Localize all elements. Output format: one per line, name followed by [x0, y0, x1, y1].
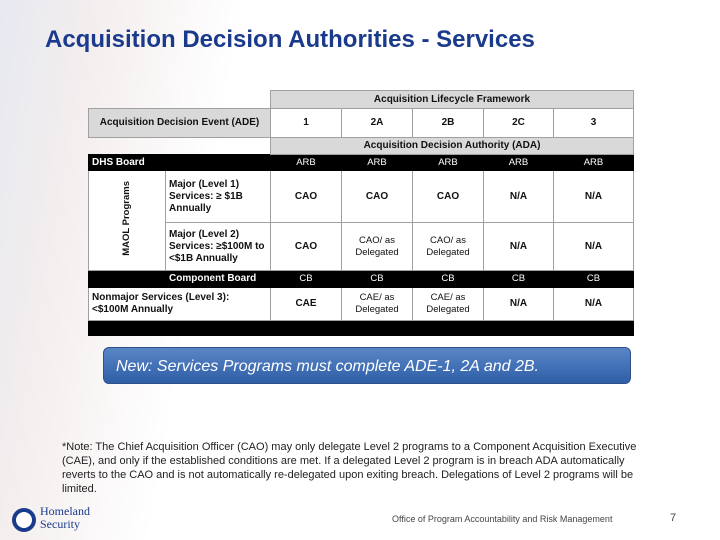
ada-header: Acquisition Decision Authority (ADA)	[270, 137, 634, 155]
authority-cell: CAO	[270, 222, 342, 271]
group-cell: MAOL Programs	[88, 170, 166, 271]
dhs-logo: Homeland Security	[12, 505, 90, 532]
row-label: Major (Level 2) Services: ≥$100M to <$1B…	[165, 222, 271, 271]
page-number: 7	[670, 512, 677, 524]
authority-cell: N/A	[483, 287, 554, 321]
logo-text: Homeland Security	[40, 505, 90, 531]
authority-cell: N/A	[553, 170, 634, 223]
authority-cell: CB	[483, 270, 554, 288]
row-label: Nonmajor Services (Level 3): <$100M Annu…	[88, 287, 271, 321]
authority-cell: CAE/ as Delegated	[341, 287, 413, 321]
authority-cell: N/A	[483, 170, 554, 223]
authority-cell: CB	[412, 270, 484, 288]
ade-column: 2C	[483, 108, 554, 138]
authority-cell: ARB	[412, 154, 484, 171]
authority-cell: CAO	[270, 170, 342, 223]
authority-cell: CAO/ as Delegated	[412, 222, 484, 271]
footer-bar	[88, 320, 634, 336]
authority-cell: CAE	[270, 287, 342, 321]
logo-wrap: Homeland Security	[40, 505, 90, 531]
ade-header: Acquisition Decision Event (ADE)	[88, 108, 271, 138]
ade-column: 2A	[341, 108, 413, 138]
footer: Office of Program Accountability and Ris…	[392, 514, 613, 524]
note: *Note: The Chief Acquisition Officer (CA…	[62, 441, 637, 495]
authority-cell: ARB	[270, 154, 342, 171]
authority-cell: CB	[553, 270, 634, 288]
ade-column: 2B	[412, 108, 484, 138]
slide-title: Acquisition Decision Authorities - Servi…	[45, 26, 535, 53]
group-label: MAOL Programs	[121, 181, 132, 256]
authority-cell: CAO/ as Delegated	[341, 222, 413, 271]
authority-cell: N/A	[553, 222, 634, 271]
empty-cell	[89, 138, 271, 155]
callout: New: Services Programs must complete ADE…	[103, 347, 631, 384]
authority-cell: CAE/ as Delegated	[412, 287, 484, 321]
authority-cell: ARB	[483, 154, 554, 171]
authority-cell: N/A	[483, 222, 554, 271]
row-label: Major (Level 1) Services: ≥ $1B Annually	[165, 170, 271, 223]
ade-column: 3	[553, 108, 634, 138]
authority-cell: ARB	[341, 154, 413, 171]
authority-table: Acquisition Lifecycle Framework Acquisit…	[88, 90, 634, 336]
authority-cell: CB	[341, 270, 413, 288]
authority-cell: ARB	[553, 154, 634, 171]
authority-cell: CAO	[341, 170, 413, 223]
ade-column: 1	[270, 108, 342, 138]
authority-cell: CB	[270, 270, 342, 288]
authority-cell: CAO	[412, 170, 484, 223]
empty-cell	[89, 91, 271, 109]
row-label: DHS Board	[88, 154, 271, 171]
row-label: Component Board	[165, 270, 271, 288]
seal-inner	[16, 512, 32, 528]
authority-cell: N/A	[553, 287, 634, 321]
empty-cell	[88, 270, 166, 288]
framework-header: Acquisition Lifecycle Framework	[270, 90, 634, 109]
